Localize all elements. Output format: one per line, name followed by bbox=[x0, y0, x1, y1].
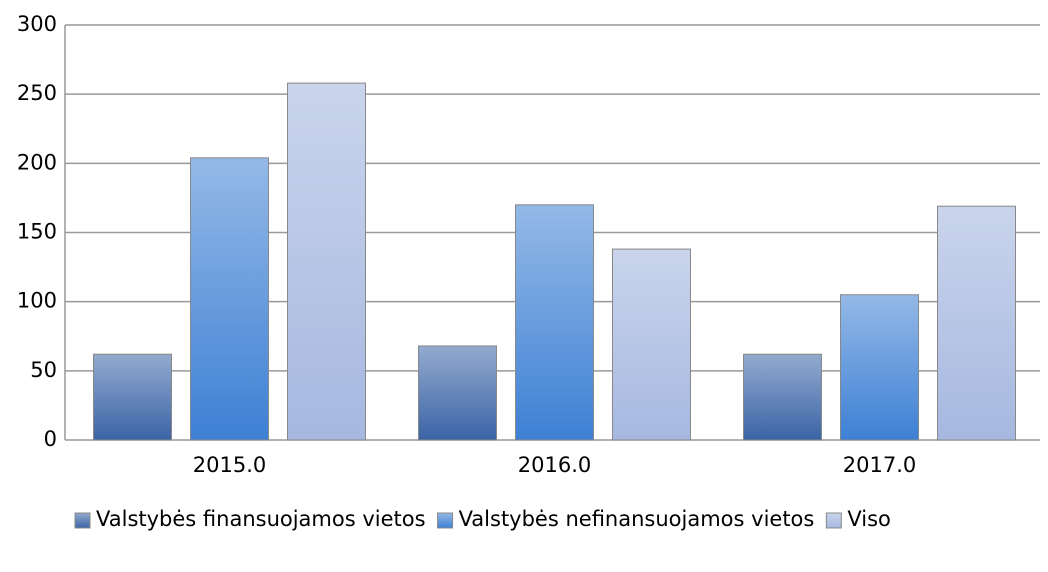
x-tick-label: 2016.0 bbox=[518, 453, 591, 477]
legend-swatch bbox=[437, 512, 454, 529]
bar bbox=[190, 157, 269, 441]
y-tick-label: 50 bbox=[30, 358, 57, 382]
y-tick-label: 300 bbox=[17, 12, 57, 36]
bar bbox=[612, 248, 691, 441]
legend-item: Viso bbox=[825, 507, 891, 531]
bar bbox=[840, 294, 919, 441]
y-tick-label: 250 bbox=[17, 81, 57, 105]
legend-swatch bbox=[825, 512, 842, 529]
y-tick-label: 0 bbox=[44, 427, 57, 451]
y-tick-label: 100 bbox=[17, 289, 57, 313]
legend-item: Valstybės finansuojamos vietos bbox=[74, 507, 426, 531]
bar bbox=[515, 204, 594, 441]
y-tick-label: 150 bbox=[17, 220, 57, 244]
legend-swatch bbox=[74, 512, 91, 529]
x-tick-label: 2017.0 bbox=[843, 453, 916, 477]
legend-label: Valstybės nefinansuojamos vietos bbox=[459, 507, 815, 531]
x-tick-label: 2015.0 bbox=[193, 453, 266, 477]
y-tick-label: 200 bbox=[17, 150, 57, 174]
legend-label: Valstybės finansuojamos vietos bbox=[96, 507, 426, 531]
bar bbox=[418, 345, 497, 441]
bar bbox=[937, 205, 1016, 441]
bar bbox=[743, 353, 822, 441]
legend-label: Viso bbox=[847, 507, 891, 531]
legend-item: Valstybės nefinansuojamos vietos bbox=[437, 507, 815, 531]
bar bbox=[93, 353, 172, 441]
bar bbox=[287, 82, 366, 441]
